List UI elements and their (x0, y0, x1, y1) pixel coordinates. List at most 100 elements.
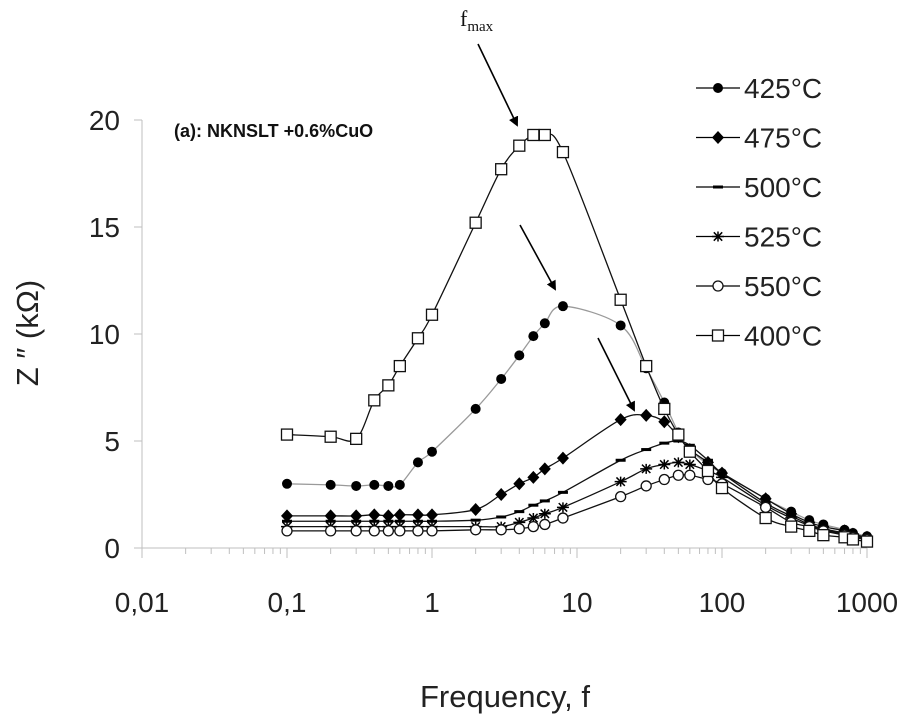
legend-label: 475°C (744, 123, 822, 154)
data-point (368, 525, 380, 537)
y-tick-label: 20 (89, 105, 120, 136)
data-point (672, 428, 685, 441)
data-point (282, 519, 292, 523)
data-point (427, 446, 437, 457)
data-point (383, 480, 394, 491)
data-point (427, 519, 437, 523)
peak-arrow (477, 43, 519, 127)
data-point (614, 490, 627, 503)
data-point (641, 448, 652, 452)
x-tick-label: 10 (561, 587, 592, 618)
legend: 425°C 475°C 500°C 525°C 550°C 400°C (696, 73, 822, 352)
legend-label: 525°C (744, 222, 822, 253)
data-point (369, 479, 380, 490)
data-point (557, 301, 568, 312)
data-point (514, 350, 525, 361)
data-point (514, 510, 525, 514)
data-point (281, 525, 293, 537)
legend-label: 400°C (744, 321, 822, 352)
data-point (527, 470, 540, 484)
data-point (817, 529, 830, 542)
data-point (658, 473, 670, 486)
series-line (286, 440, 868, 540)
data-point (614, 476, 627, 487)
data-point (324, 525, 337, 537)
data-point (527, 513, 540, 524)
data-point (513, 477, 526, 491)
data-point (556, 145, 570, 159)
legend-marker (711, 329, 725, 342)
data-point (658, 459, 671, 470)
peak-arrows (477, 43, 635, 412)
data-point (513, 139, 526, 152)
data-point (393, 359, 406, 373)
data-point (759, 501, 772, 513)
legend-item: 500°C (696, 172, 822, 203)
series-5 (280, 128, 874, 548)
data-point (469, 524, 482, 536)
data-point (426, 508, 438, 522)
data-point (684, 443, 695, 447)
peak-arrow (519, 224, 556, 291)
data-point (426, 525, 438, 537)
data-point (412, 457, 423, 468)
data-point (382, 379, 395, 392)
data-point (369, 519, 380, 523)
data-point (860, 535, 874, 548)
x-ticks: 0,01 0,1 1 10 100 1000 (115, 548, 898, 618)
data-point (658, 415, 671, 429)
data-point (325, 479, 336, 490)
data-point (282, 478, 292, 489)
series-layer (280, 128, 874, 548)
data-point (658, 402, 671, 416)
data-point (557, 512, 569, 524)
data-point (350, 432, 363, 446)
data-point (528, 331, 539, 342)
data-point (614, 293, 627, 306)
data-point (684, 469, 696, 481)
data-point (469, 216, 482, 229)
data-point (539, 499, 550, 503)
data-point (701, 464, 715, 478)
data-point (557, 490, 568, 494)
data-point (538, 462, 551, 476)
data-point (495, 488, 508, 501)
data-point (683, 445, 696, 458)
legend-marker (713, 83, 723, 93)
legend-label: 550°C (744, 271, 822, 302)
data-point (513, 517, 526, 528)
data-point (412, 525, 424, 537)
data-point (759, 511, 772, 525)
data-point (382, 509, 395, 523)
data-point (556, 502, 569, 513)
data-point (527, 128, 540, 142)
legend-item: 550°C (696, 271, 822, 302)
data-point (280, 428, 294, 441)
data-point (716, 472, 728, 483)
data-point (538, 508, 551, 519)
data-point (394, 519, 405, 523)
data-point (640, 359, 653, 373)
legend-item: 525°C (696, 222, 822, 253)
data-point (411, 508, 424, 522)
peak-arrow (597, 337, 635, 412)
data-point (495, 163, 508, 176)
data-point (350, 509, 363, 523)
data-point (469, 502, 482, 516)
data-point (527, 520, 540, 533)
data-point (672, 469, 685, 481)
data-point (325, 519, 336, 523)
data-point (539, 518, 551, 531)
data-point (496, 515, 507, 519)
data-point (470, 518, 481, 522)
data-point (495, 524, 507, 536)
x-axis-title: Frequency, f (420, 679, 590, 714)
data-point (351, 480, 362, 491)
y-tick-label: 15 (89, 212, 120, 243)
data-point (281, 509, 293, 523)
x-tick-label: 100 (699, 587, 746, 618)
legend-label: 500°C (744, 172, 822, 203)
data-point (673, 439, 684, 443)
data-point (640, 463, 653, 474)
